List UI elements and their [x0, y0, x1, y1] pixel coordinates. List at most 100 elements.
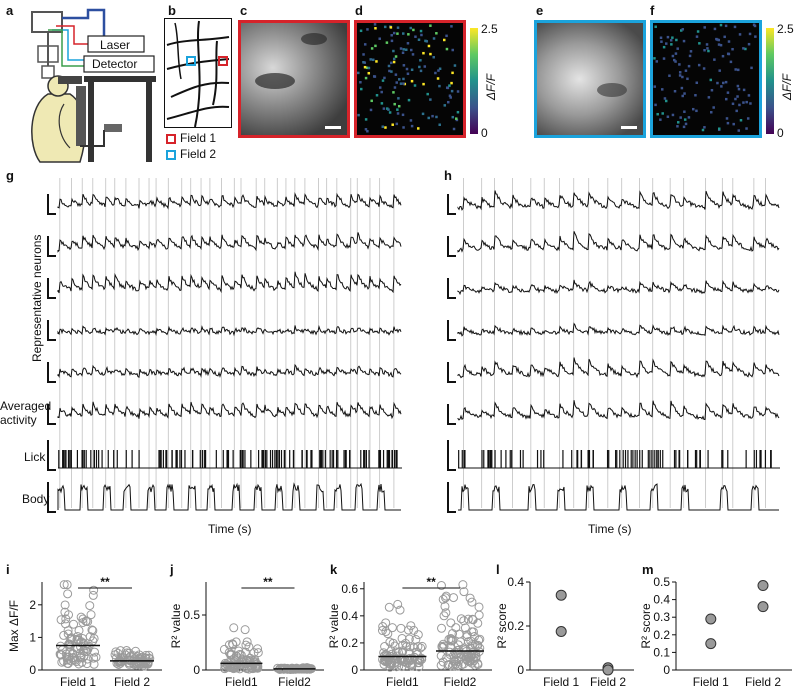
y-tick-label: 0.4 — [653, 593, 670, 607]
data-point — [474, 602, 484, 612]
neuron-trace — [457, 400, 780, 421]
y-axis-label: Max ΔF/F — [7, 600, 21, 652]
activity-dot — [738, 103, 741, 107]
activity-dot — [716, 81, 719, 85]
activity-dot — [723, 35, 726, 39]
panel-label-k: k — [330, 562, 338, 577]
activity-dot — [431, 114, 434, 118]
data-point — [126, 651, 136, 661]
body-trace — [57, 482, 401, 511]
activity-dot — [359, 29, 363, 33]
activity-dot — [737, 129, 741, 132]
activity-dot — [418, 65, 421, 69]
activity-dot — [668, 74, 671, 77]
detector-label: Detector — [92, 57, 138, 71]
activity-dot — [674, 60, 677, 63]
activity-dot — [357, 113, 360, 117]
data-point — [467, 640, 477, 650]
activity-dot — [422, 51, 425, 55]
y-axis-label: R² score — [496, 603, 509, 649]
activity-dot — [731, 47, 734, 51]
activity-dot — [372, 75, 376, 78]
data-point — [439, 611, 449, 621]
y-tick-label: 0.4 — [507, 575, 524, 589]
activity-dot — [739, 119, 743, 122]
legend-field1: Field 1 — [180, 131, 217, 145]
activity-dot — [684, 69, 688, 72]
activity-dot — [374, 44, 377, 48]
activity-dot — [363, 43, 367, 46]
data-point — [448, 628, 458, 638]
activity-dot — [417, 127, 420, 130]
neuron-trace — [57, 401, 402, 420]
scale-bracket — [47, 362, 56, 383]
activity-dot — [753, 24, 757, 28]
data-point — [446, 618, 456, 628]
activity-dot — [394, 55, 398, 58]
activity-dot — [363, 65, 367, 69]
activity-dot — [683, 110, 686, 113]
activity-dot — [383, 76, 386, 80]
activity-dot — [724, 80, 728, 84]
activity-dot — [679, 29, 683, 32]
activity-dot — [735, 109, 738, 113]
activity-dot — [687, 116, 691, 119]
activity-dot — [719, 23, 723, 27]
activity-dot — [654, 25, 657, 29]
data-point — [705, 613, 717, 625]
data-point — [141, 650, 151, 660]
activity-dot — [715, 37, 718, 41]
data-point — [87, 625, 97, 635]
label-lick: Lick — [24, 450, 46, 464]
activity-dot — [374, 27, 377, 30]
data-point — [705, 638, 717, 650]
data-point — [138, 659, 148, 669]
activity-dot — [671, 36, 674, 39]
data-point — [397, 633, 407, 643]
activity-dot — [390, 61, 393, 65]
data-point — [136, 657, 146, 667]
activity-dot — [666, 35, 670, 39]
activity-dot — [738, 33, 742, 36]
panel-label-g: g — [6, 168, 14, 183]
data-point — [441, 608, 451, 618]
y-tick-label: 0.5 — [183, 608, 200, 622]
y-tick-label: 0.4 — [341, 609, 358, 623]
activity-dot — [407, 33, 410, 36]
activity-dot — [721, 54, 725, 58]
data-point — [440, 601, 450, 611]
activity-dot — [363, 61, 367, 64]
field2-mean-image — [534, 20, 646, 138]
scale-bracket — [447, 194, 456, 215]
xlabel-time-h: Time (s) — [588, 522, 632, 536]
activity-dot — [381, 79, 385, 82]
neuron-trace — [57, 232, 402, 253]
activity-dot — [419, 29, 423, 33]
data-point — [458, 580, 468, 590]
activity-dot — [388, 111, 392, 114]
significance-label: ** — [427, 575, 437, 589]
activity-dot — [453, 64, 457, 67]
data-point — [230, 657, 240, 667]
data-point — [241, 656, 251, 666]
xlabel-time-g: Time (s) — [208, 522, 252, 536]
activity-dot — [419, 69, 423, 73]
data-point — [602, 664, 614, 676]
body-trace — [458, 483, 779, 511]
data-point — [76, 638, 86, 648]
activity-dot — [689, 50, 693, 53]
vessel-shadow — [597, 83, 627, 97]
activity-dot — [703, 126, 706, 129]
activity-dot — [750, 66, 753, 70]
activity-dot — [410, 48, 413, 52]
data-point — [232, 652, 242, 662]
scale-bracket — [47, 440, 56, 471]
scale-bracket — [447, 236, 456, 257]
activity-dot — [709, 111, 713, 114]
panel-label-l: l — [496, 562, 500, 577]
activity-dot — [745, 127, 748, 130]
panel-label-c: c — [240, 3, 248, 18]
activity-dot — [664, 42, 668, 45]
scale-bar — [325, 126, 341, 129]
panel-label-a: a — [6, 3, 14, 18]
